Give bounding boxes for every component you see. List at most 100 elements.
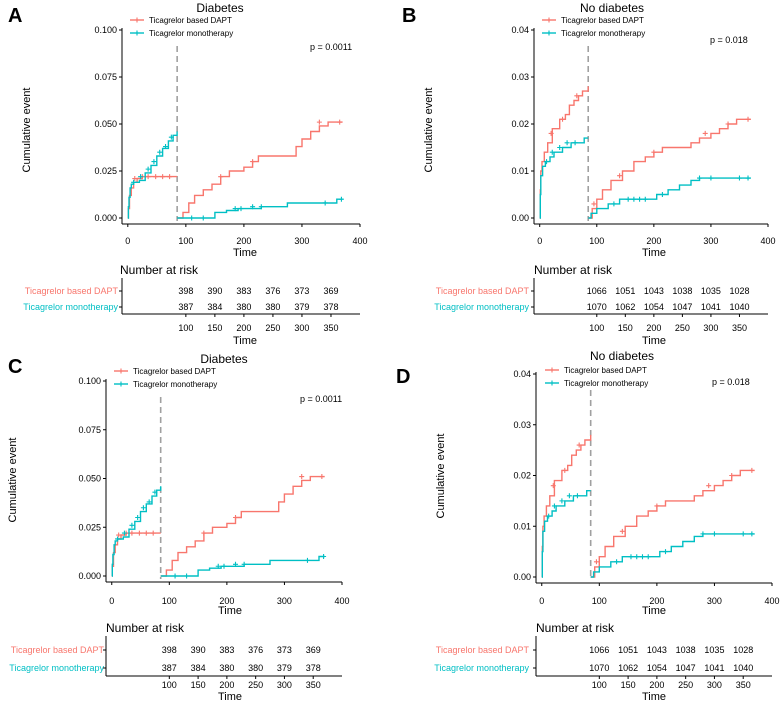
risk-x-tick-label: 250 (248, 680, 263, 690)
risk-value: 1054 (647, 663, 667, 673)
risk-row-label: Ticagrelor monotherapy (23, 302, 118, 312)
x-tick-label: 0 (537, 236, 542, 246)
censor-mark (157, 149, 163, 155)
risk-value: 380 (219, 663, 234, 673)
risk-value: 1054 (644, 302, 664, 312)
censor-mark (250, 159, 256, 165)
risk-x-tick-label: 250 (265, 323, 280, 333)
panel-title: Diabetes (200, 352, 247, 366)
censor-mark (591, 201, 597, 207)
risk-value: 369 (306, 645, 321, 655)
risk-value: 1066 (587, 286, 607, 296)
risk-value: 398 (178, 286, 193, 296)
risk-row-label: Ticagrelor based DAPT (436, 645, 530, 655)
censor-mark (337, 119, 343, 125)
x-tick-label: 0 (109, 596, 114, 606)
risk-value: 1028 (733, 645, 753, 655)
risk-x-tick-label: 100 (589, 323, 604, 333)
censor-mark (645, 554, 651, 560)
panel-letter: B (402, 5, 416, 27)
risk-value: 1062 (615, 302, 635, 312)
risk-table-title: Number at risk (536, 621, 615, 635)
censor-mark (642, 196, 648, 202)
legend-label: Ticagrelor based DAPT (149, 16, 232, 25)
censor-mark (233, 561, 239, 567)
y-axis-label: Cumulative event (435, 434, 447, 519)
censor-mark (167, 174, 173, 180)
censor-mark (544, 159, 550, 165)
risk-value: 379 (277, 663, 292, 673)
risk-value: 369 (323, 286, 338, 296)
km-step-curve (160, 475, 325, 577)
x-tick-label: 300 (703, 236, 718, 246)
risk-value: 1066 (589, 645, 609, 655)
risk-table-title: Number at risk (106, 621, 185, 635)
censor-mark (135, 515, 141, 520)
risk-value: 1038 (672, 286, 692, 296)
panel-c: C Diabetes 0.000 0.025 0.050 0.075 0.100 0 100 20… (7, 352, 350, 702)
risk-row-label: Ticagrelor monotherapy (434, 663, 529, 673)
risk-value: 373 (277, 645, 292, 655)
risk-value: 384 (207, 302, 222, 312)
censor-mark (132, 176, 138, 182)
legend-censor-mark (549, 380, 555, 386)
panel-title: No diabetes (580, 1, 644, 15)
risk-value: 383 (236, 286, 251, 296)
censor-mark (150, 530, 156, 536)
censor-mark (700, 531, 706, 537)
legend-censor-mark (134, 17, 140, 23)
y-tick-label: 0.050 (78, 474, 101, 484)
risk-x-axis-label: Time (642, 691, 666, 702)
risk-x-tick-label: 100 (162, 680, 177, 690)
censor-mark (611, 201, 617, 207)
censor-mark (654, 503, 660, 509)
y-tick-label: 0.01 (513, 521, 531, 531)
censor-mark (250, 204, 256, 210)
censor-mark (233, 515, 239, 520)
censor-mark (322, 200, 328, 206)
km-step-curve (539, 86, 589, 219)
censor-mark (116, 532, 122, 538)
censor-mark (338, 196, 344, 202)
risk-x-tick-label: 250 (678, 680, 693, 690)
censor-mark (145, 166, 151, 172)
censor-mark (631, 196, 637, 202)
x-tick-label: 400 (352, 236, 367, 246)
censor-mark (146, 499, 152, 505)
censor-mark (637, 196, 643, 202)
censor-mark (221, 563, 227, 569)
panel-letter: C (8, 356, 22, 378)
censor-mark (129, 522, 135, 528)
y-tick-label: 0.050 (94, 119, 117, 129)
km-step-curve (111, 486, 162, 577)
censor-mark (152, 489, 158, 495)
censor-mark (634, 554, 640, 560)
censor-mark (115, 536, 121, 542)
y-axis-label: Cumulative event (7, 438, 19, 523)
risk-value: 1028 (729, 286, 749, 296)
censor-mark (711, 531, 717, 537)
series-monotherapy (541, 490, 755, 578)
censor-mark (574, 93, 580, 99)
risk-x-tick-label: 150 (191, 680, 206, 690)
censor-mark (163, 144, 169, 150)
risk-value: 390 (191, 645, 206, 655)
censor-mark (121, 530, 127, 536)
p-value: p = 0.0011 (300, 394, 342, 404)
risk-value: 1035 (704, 645, 724, 655)
risk-x-tick-label: 200 (219, 680, 234, 690)
censor-mark (560, 116, 566, 122)
censor-mark (138, 174, 144, 180)
censor-mark (736, 175, 742, 181)
series-monotherapy (111, 486, 327, 579)
x-tick-label: 400 (334, 596, 349, 606)
legend-label: Ticagrelor monotherapy (149, 29, 233, 38)
risk-row-label: Ticagrelor monotherapy (434, 302, 529, 312)
x-tick-label: 300 (277, 596, 292, 606)
panel-d: D No diabetes 0.00 0.01 0.02 0.03 0.04 0 100 200 3… (396, 349, 780, 702)
risk-x-axis-label: Time (233, 335, 257, 347)
censor-mark (215, 563, 221, 569)
risk-value: 384 (191, 663, 206, 673)
legend-label: Ticagrelor monotherapy (561, 29, 645, 38)
